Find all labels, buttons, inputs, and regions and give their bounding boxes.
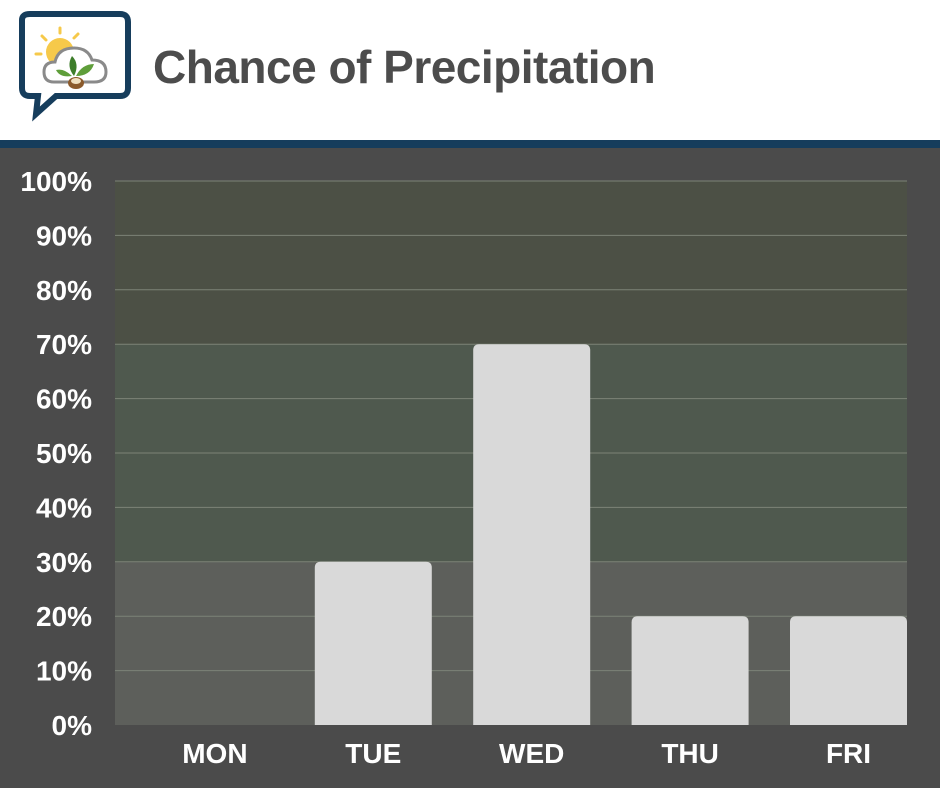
x-tick-label-mon: MON bbox=[182, 738, 247, 769]
y-tick-label: 60% bbox=[36, 384, 92, 415]
chart-canvas: 0% 10% 20% 30% 40% 50% 60% 70% 80% 90% 100% MON TUE… bbox=[20, 166, 907, 769]
x-tick-label-tue: TUE bbox=[345, 738, 401, 769]
bar-fri bbox=[790, 616, 907, 725]
y-tick-label: 0% bbox=[52, 710, 93, 741]
y-tick-label: 50% bbox=[36, 438, 92, 469]
bar-thu bbox=[631, 616, 749, 725]
bar-wed bbox=[473, 344, 591, 725]
page-title: Chance of Precipitation bbox=[153, 41, 656, 93]
y-tick-label: 100% bbox=[20, 166, 92, 197]
x-tick-label-fri: FRI bbox=[826, 738, 871, 769]
bar-tue bbox=[314, 561, 432, 725]
x-axis-ticks: MON TUE WED THU FRI bbox=[182, 738, 871, 769]
y-tick-label: 10% bbox=[36, 656, 92, 687]
y-tick-label: 40% bbox=[36, 492, 92, 523]
precipitation-chart: 0% 10% 20% 30% 40% 50% 60% 70% 80% 90% 100% MON TUE… bbox=[0, 148, 940, 788]
chart-band-2 bbox=[115, 181, 907, 345]
y-tick-label: 70% bbox=[36, 329, 92, 360]
x-tick-label-thu: THU bbox=[661, 738, 719, 769]
header: Chance of Precipitation bbox=[0, 0, 940, 140]
y-tick-label: 30% bbox=[36, 547, 92, 578]
chart-bars bbox=[314, 344, 907, 725]
y-tick-label: 80% bbox=[36, 275, 92, 306]
y-axis-ticks: 0% 10% 20% 30% 40% 50% 60% 70% 80% 90% 100% bbox=[20, 166, 92, 741]
x-tick-label-wed: WED bbox=[499, 738, 564, 769]
y-tick-label: 90% bbox=[36, 220, 92, 251]
weather-logo-icon bbox=[19, 11, 131, 122]
header-divider bbox=[0, 140, 940, 148]
y-tick-label: 20% bbox=[36, 601, 92, 632]
